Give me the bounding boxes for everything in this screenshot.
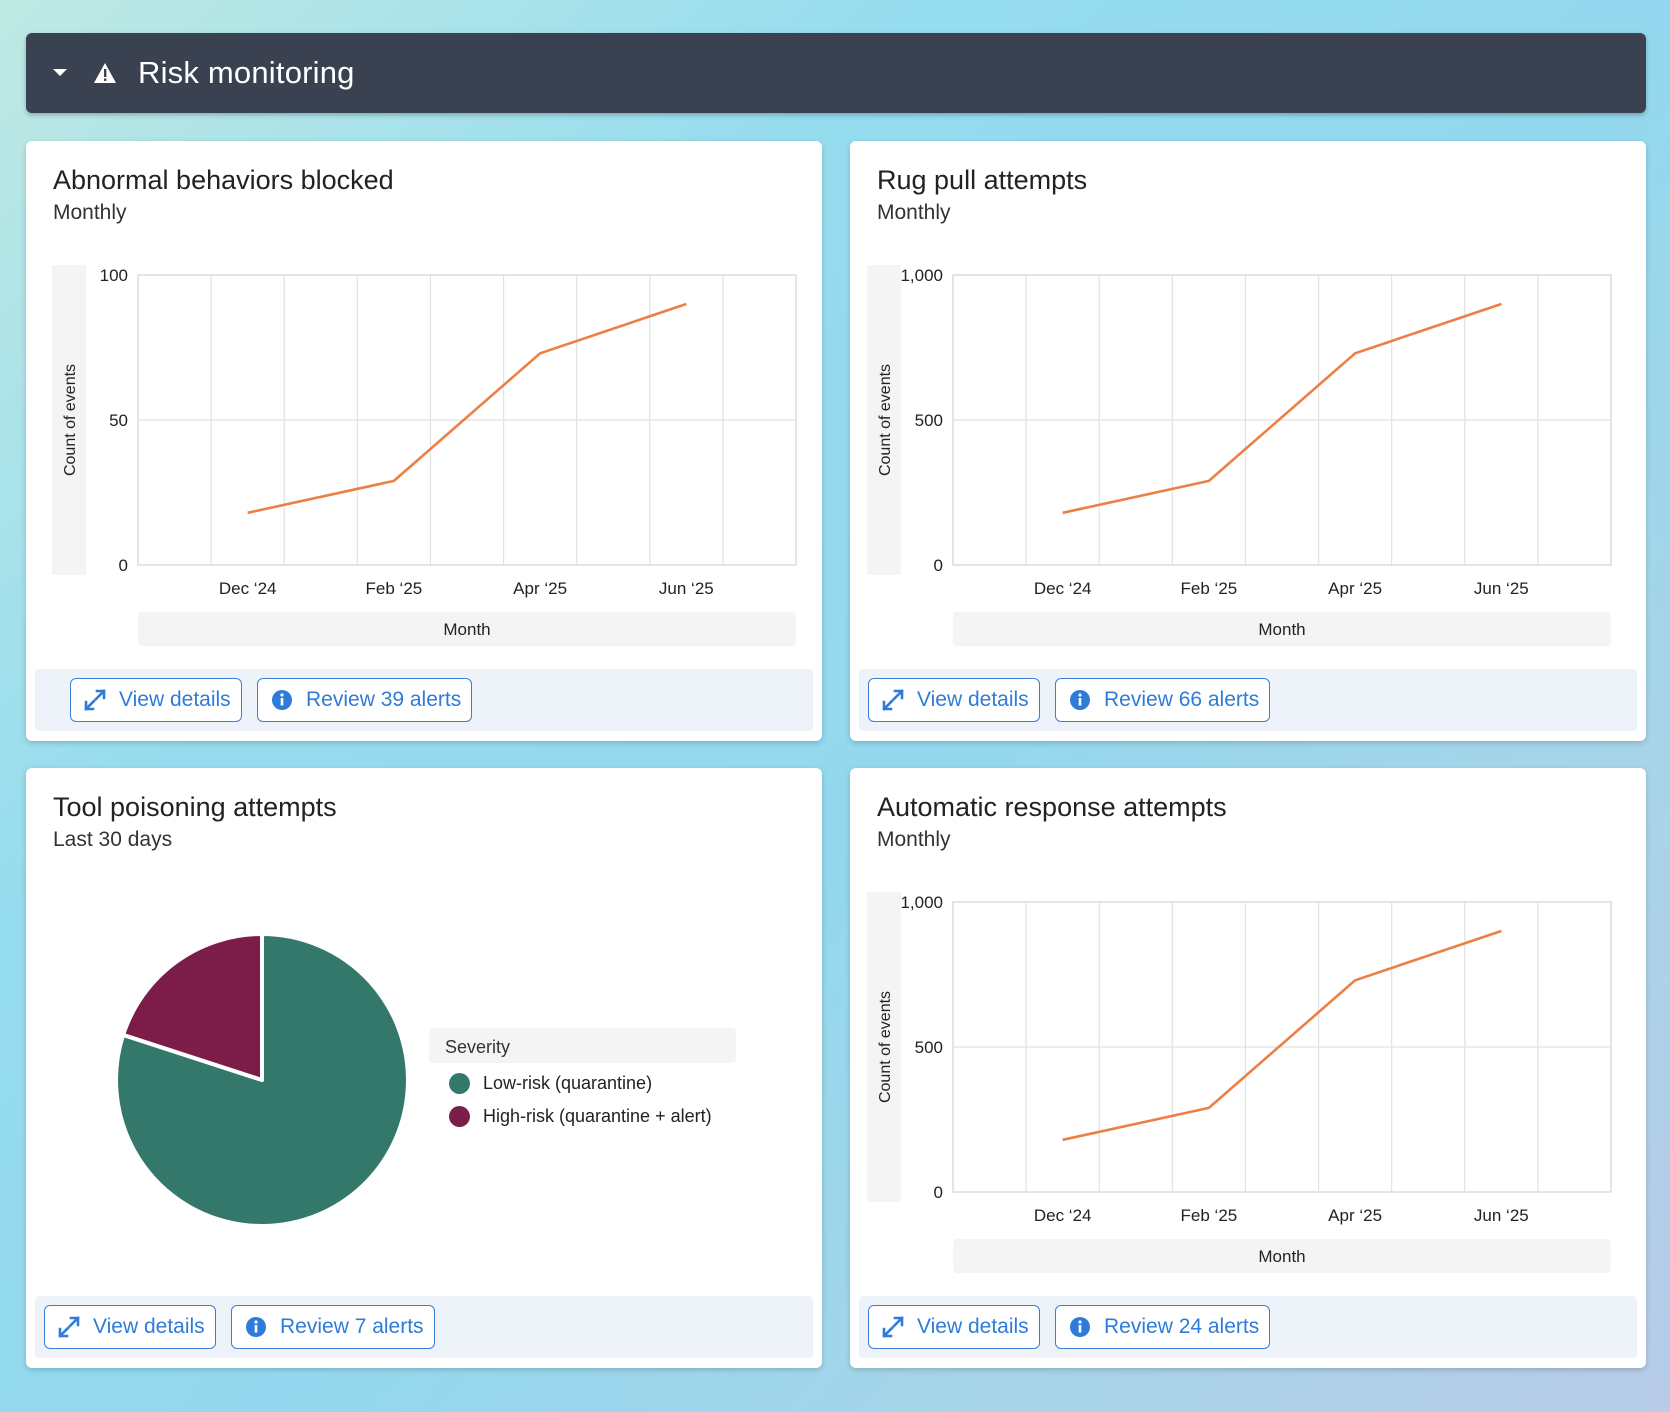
card-tool-poisoning: Tool poisoning attempts Last 30 days Sev… [26, 768, 822, 1368]
ylabel-band [867, 265, 901, 575]
x-tick-label: Jun ‘25 [1474, 579, 1529, 598]
xlabel-band [953, 612, 1611, 646]
card-subtitle: Last 30 days [53, 828, 173, 851]
warning-icon [92, 60, 118, 86]
y-axis-label: Count of events [62, 364, 79, 476]
x-tick-label: Jun ‘25 [659, 579, 714, 598]
review-alerts-button[interactable]: Review 7 alerts [231, 1305, 435, 1349]
legend-dot-low-risk [449, 1073, 470, 1094]
y-tick-label: 0 [119, 556, 128, 575]
y-tick-label: 50 [109, 411, 128, 430]
review-alerts-button[interactable]: Review 66 alerts [1055, 678, 1271, 722]
ylabel-band [52, 265, 86, 575]
info-icon [270, 688, 294, 712]
pie-legend: Severity Low-risk (quarantine) High-risk… [429, 1028, 739, 1138]
x-tick-label: Dec ‘24 [1034, 579, 1092, 598]
view-details-label: View details [917, 688, 1029, 711]
xlabel-band [138, 612, 796, 646]
xlabel-band [953, 1239, 1611, 1273]
y-tick-label: 0 [934, 556, 943, 575]
card-footer: View details Review 39 alerts [35, 669, 813, 731]
info-icon [1068, 1315, 1092, 1339]
series-line [1062, 302, 1502, 515]
y-tick-label: 500 [915, 1038, 943, 1057]
view-details-label: View details [917, 1315, 1029, 1338]
x-tick-label: Feb ‘25 [1181, 579, 1238, 598]
card-title: Rug pull attempts [877, 165, 1088, 195]
card-footer: View details Review 66 alerts [859, 669, 1637, 731]
legend-label: Low-risk (quarantine) [483, 1073, 653, 1093]
caret-down-icon[interactable] [50, 63, 70, 83]
x-tick-label: Dec ‘24 [219, 579, 277, 598]
x-tick-label: Dec ‘24 [1034, 1206, 1092, 1225]
x-axis-label: Month [1258, 620, 1305, 639]
ylabel-band [867, 892, 901, 1202]
section-title: Risk monitoring [138, 55, 355, 90]
legend-dot-high-risk [449, 1106, 470, 1127]
x-tick-label: Apr ‘25 [1328, 1206, 1382, 1225]
card-subtitle: Monthly [53, 201, 127, 224]
view-details-label: View details [119, 688, 231, 711]
line-chart: Count of events 0 500 1,000 Dec ‘24 Feb ‘25 Ap… [867, 265, 1612, 646]
y-tick-label: 100 [100, 266, 128, 285]
line-chart: Count of events 0 500 1,000 Dec ‘24 Feb ‘25 Ap… [867, 892, 1612, 1273]
x-axis-label: Month [443, 620, 490, 639]
legend-title: Severity [429, 1028, 736, 1063]
card-footer: View details Review 24 alerts [859, 1296, 1637, 1358]
x-axis-label: Month [1258, 1247, 1305, 1266]
view-details-button[interactable]: View details [868, 678, 1040, 722]
x-tick-label: Feb ‘25 [366, 579, 423, 598]
card-title: Tool poisoning attempts [53, 792, 337, 822]
series-line [247, 302, 687, 515]
card-title: Automatic response attempts [877, 792, 1227, 822]
x-tick-label: Jun ‘25 [1474, 1206, 1529, 1225]
x-tick-label: Feb ‘25 [1181, 1206, 1238, 1225]
review-alerts-label: Review 24 alerts [1104, 1315, 1260, 1338]
expand-icon [57, 1315, 81, 1339]
review-alerts-label: Review 66 alerts [1104, 688, 1260, 711]
card-abnormal-behaviors: Abnormal behaviors blocked Monthly Count… [26, 141, 822, 741]
view-details-button[interactable]: View details [44, 1305, 216, 1349]
view-details-label: View details [93, 1315, 205, 1338]
y-axis-label: Count of events [877, 991, 894, 1103]
card-subtitle: Monthly [877, 828, 951, 851]
card-automatic-response: Automatic response attempts Monthly Coun… [850, 768, 1646, 1368]
legend-label: High-risk (quarantine + alert) [483, 1106, 712, 1126]
y-axis-label: Count of events [877, 364, 894, 476]
review-alerts-label: Review 39 alerts [306, 688, 462, 711]
info-icon [244, 1315, 268, 1339]
card-footer: View details Review 7 alerts [35, 1296, 813, 1358]
y-tick-label: 1,000 [900, 893, 943, 912]
x-tick-label: Apr ‘25 [1328, 579, 1382, 598]
pie-slice-high-risk[interactable] [121, 932, 264, 1082]
card-subtitle: Monthly [877, 201, 951, 224]
y-tick-label: 0 [934, 1183, 943, 1202]
expand-icon [83, 688, 107, 712]
review-alerts-button[interactable]: Review 39 alerts [257, 678, 473, 722]
series-line [1062, 929, 1502, 1142]
legend-item-low-risk: Low-risk (quarantine) [449, 1073, 652, 1094]
line-chart: Count of events 0 50 100 Dec ‘24 Feb ‘25 Apr ‘… [52, 265, 797, 646]
pie-chart [114, 932, 410, 1228]
card-rug-pull: Rug pull attempts Monthly Count of event… [850, 141, 1646, 741]
expand-icon [881, 688, 905, 712]
risk-monitoring-header[interactable]: Risk monitoring [26, 33, 1646, 113]
expand-icon [881, 1315, 905, 1339]
card-title: Abnormal behaviors blocked [53, 165, 394, 195]
y-tick-label: 1,000 [900, 266, 943, 285]
review-alerts-button[interactable]: Review 24 alerts [1055, 1305, 1271, 1349]
legend-item-high-risk: High-risk (quarantine + alert) [449, 1106, 712, 1127]
review-alerts-label: Review 7 alerts [280, 1315, 424, 1338]
x-tick-label: Apr ‘25 [513, 579, 567, 598]
view-details-button[interactable]: View details [70, 678, 242, 722]
view-details-button[interactable]: View details [868, 1305, 1040, 1349]
y-tick-label: 500 [915, 411, 943, 430]
info-icon [1068, 688, 1092, 712]
